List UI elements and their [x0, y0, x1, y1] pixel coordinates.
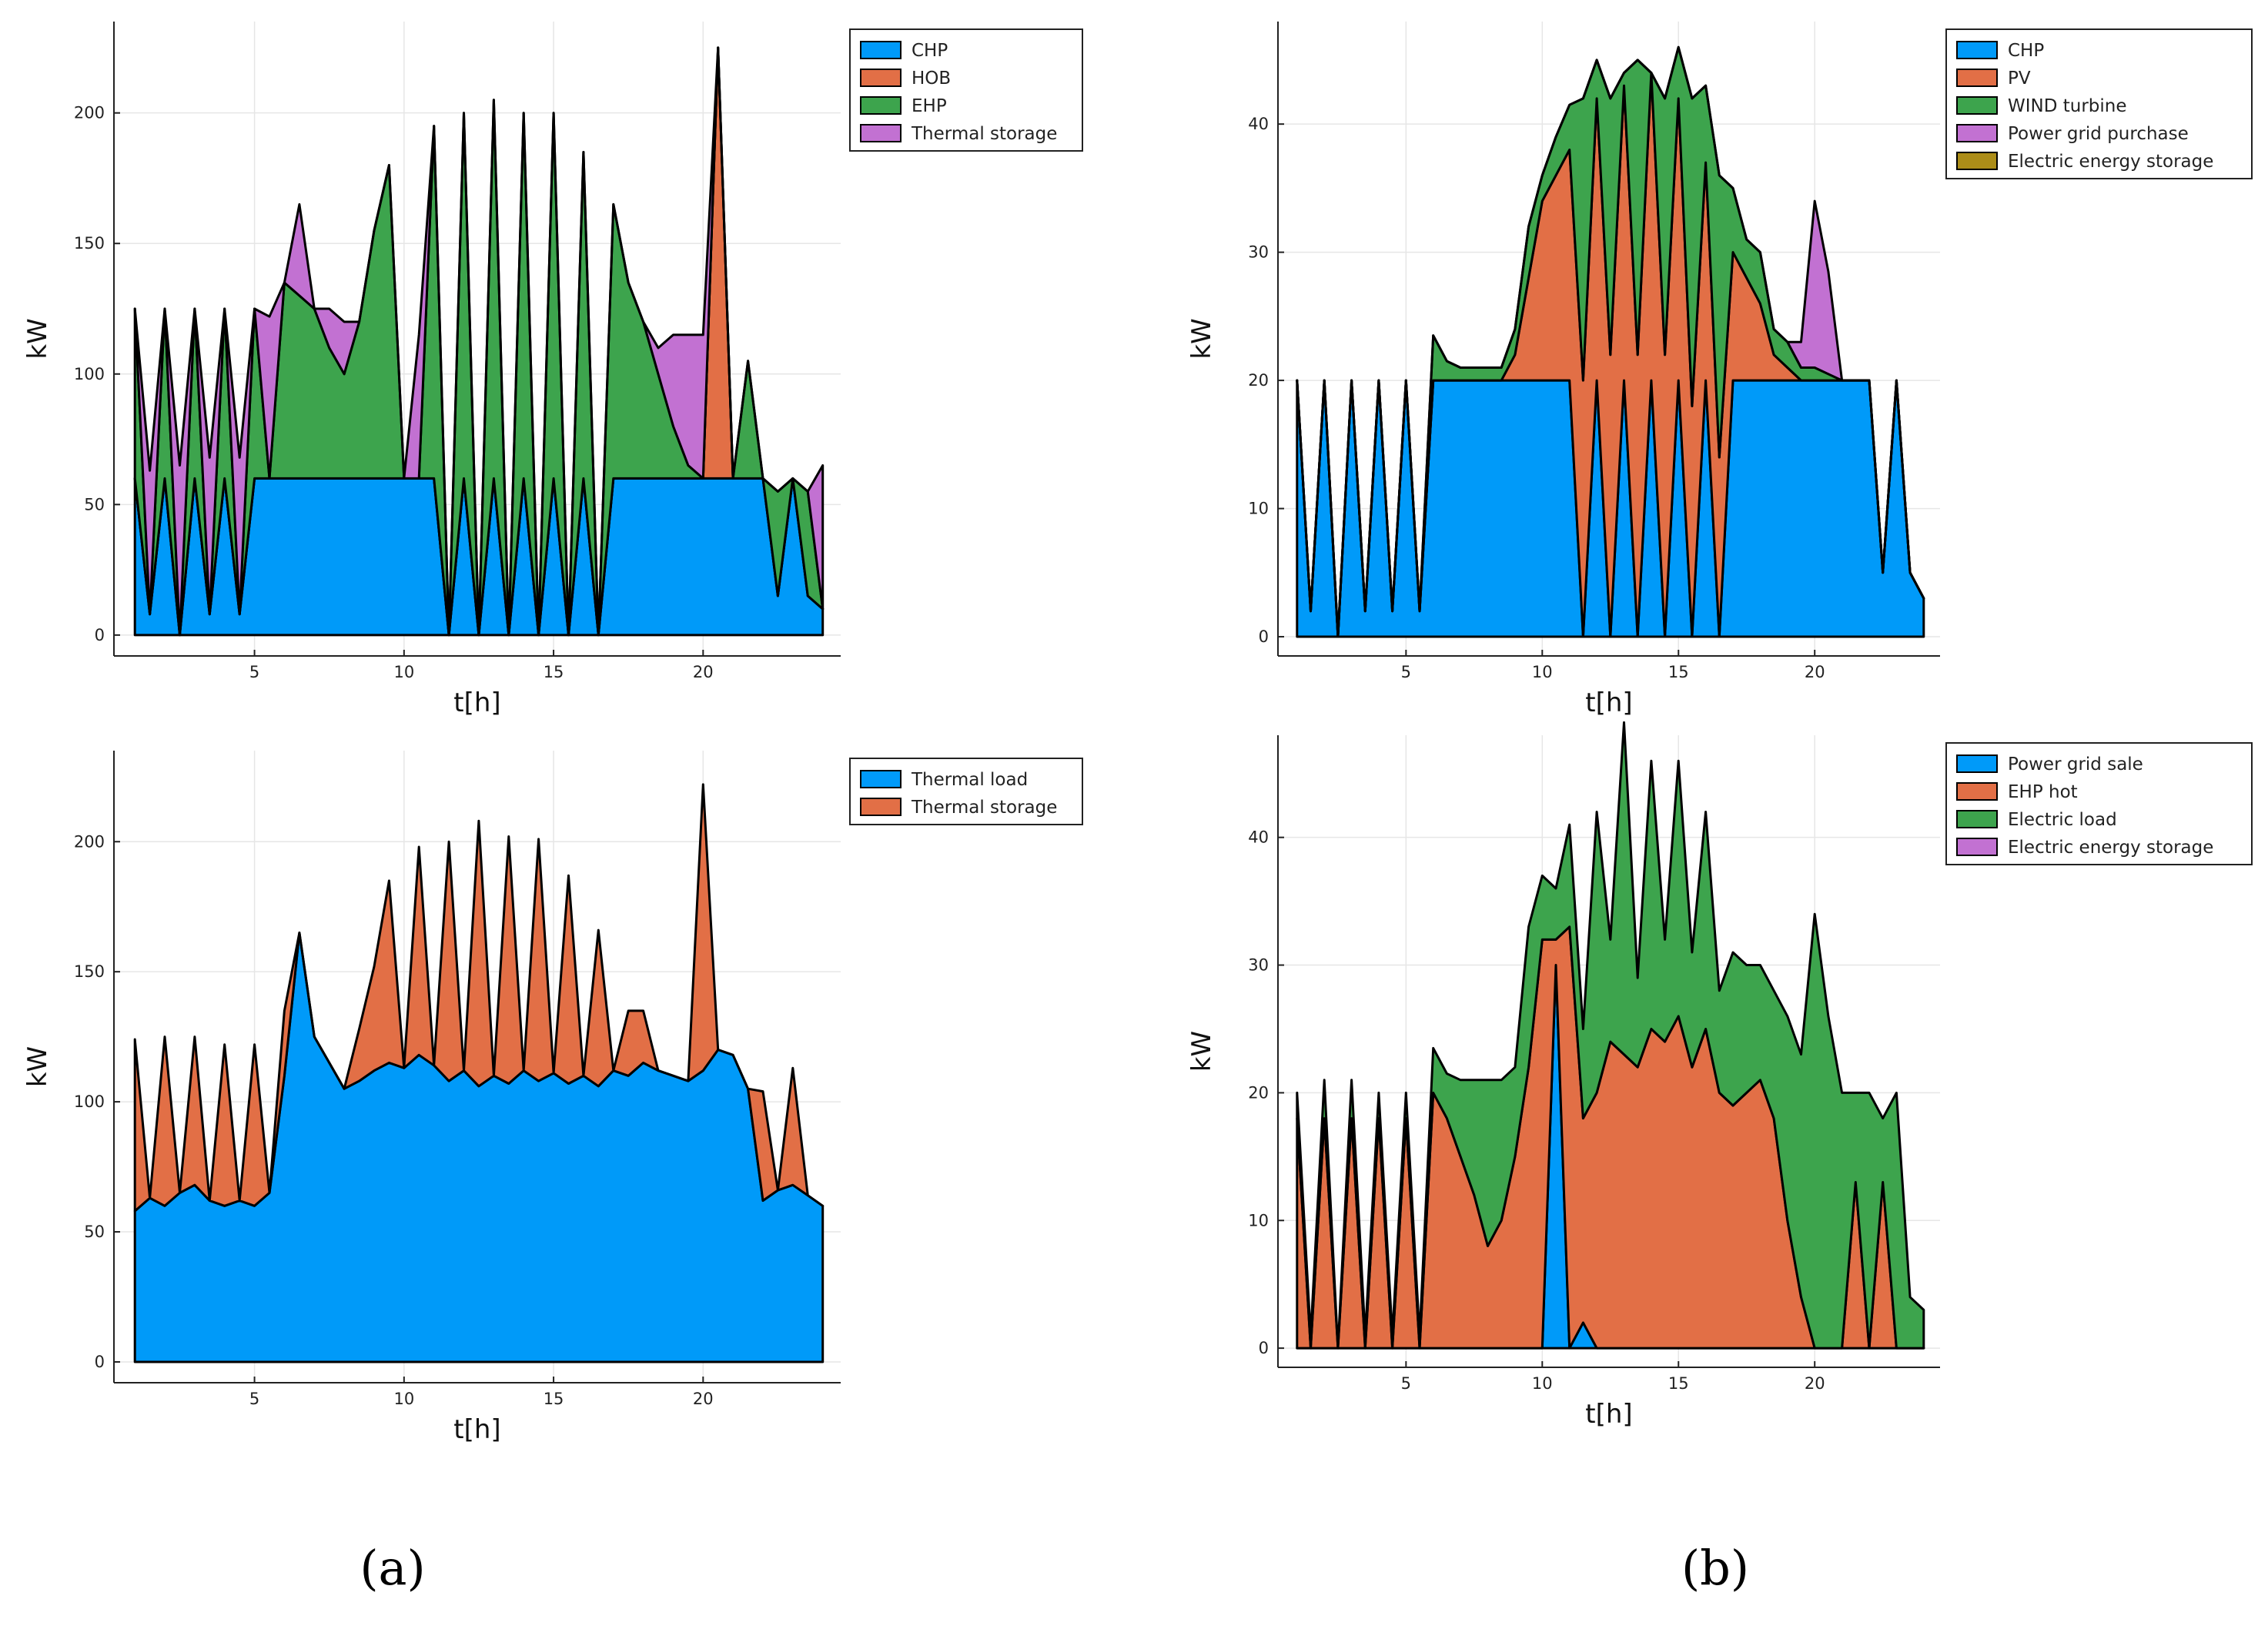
legend-swatch [1956, 838, 1998, 856]
x-tick-label: 10 [1532, 663, 1553, 681]
y-tick-label: 0 [1259, 627, 1269, 646]
y-tick-label: 100 [74, 1092, 105, 1111]
y-tick-label: 200 [74, 104, 105, 122]
y-axis-title: kW [22, 318, 53, 359]
legend-label: WIND turbine [2008, 96, 2127, 116]
y-tick-label: 150 [74, 962, 105, 981]
y-tick-label: 10 [1248, 500, 1269, 518]
legend-label: EHP hot [2008, 782, 2078, 802]
legend-label: Power grid sale [2008, 754, 2143, 775]
legend-label: Thermal storage [911, 124, 1057, 144]
x-tick-label: 20 [1805, 663, 1825, 681]
x-tick-label: 20 [1805, 1374, 1825, 1393]
legend-label: CHP [912, 41, 948, 61]
x-tick-label: 5 [1401, 1374, 1411, 1393]
y-tick-label: 0 [95, 626, 105, 644]
y-tick-label: 50 [84, 1223, 105, 1241]
x-tick-label: 10 [1532, 1374, 1553, 1393]
legend-swatch [860, 798, 902, 816]
legend-label: HOB [912, 69, 951, 89]
y-tick-label: 30 [1248, 956, 1269, 975]
y-tick-label: 0 [1259, 1339, 1269, 1357]
caption-a: (a) [360, 1540, 425, 1596]
area-thermal-storage [133, 46, 825, 637]
x-tick-label: 20 [693, 1390, 714, 1408]
y-tick-label: 0 [95, 1353, 105, 1371]
y-axis-title: kW [22, 1046, 53, 1087]
y-tick-label: 40 [1248, 828, 1269, 847]
x-tick-label: 5 [249, 663, 259, 681]
x-tick-label: 5 [1401, 663, 1411, 681]
caption-b: (b) [1681, 1540, 1749, 1596]
x-tick-label: 5 [249, 1390, 259, 1408]
legend-swatch [1956, 124, 1998, 142]
y-tick-label: 40 [1248, 115, 1269, 133]
legend-swatch [860, 96, 902, 115]
x-tick-label: 15 [1668, 663, 1689, 681]
area-thermal-storage [133, 783, 825, 1213]
legend-label: CHP [2008, 41, 2044, 61]
x-tick-label: 15 [1668, 1374, 1689, 1393]
y-tick-label: 30 [1248, 243, 1269, 262]
legend-swatch [1956, 69, 1998, 87]
x-tick-label: 10 [393, 663, 414, 681]
legend-swatch [1956, 810, 1998, 828]
x-tick-label: 10 [393, 1390, 414, 1408]
legend-swatch [860, 41, 902, 59]
legend-label: Thermal load [911, 770, 1028, 790]
area-power-grid-purchase [1296, 45, 1925, 638]
y-axis-title: kW [1186, 318, 1217, 359]
y-tick-label: 20 [1248, 371, 1269, 390]
legend-swatch [1956, 152, 1998, 170]
panel-b-top: 5 10 15 20 0 10 20 30 40 t[h] kW CHP PV WIND turbine P… [1186, 22, 2253, 718]
x-axis-title: t[h] [1585, 1399, 1632, 1430]
legend-label: Power grid purchase [2008, 124, 2189, 144]
x-tick-label: 15 [544, 663, 564, 681]
legend-label: Electric energy storage [2008, 152, 2213, 172]
legend-label: Electric load [2008, 810, 2117, 830]
y-tick-label: 200 [74, 832, 105, 851]
panel-b-bottom: 5 10 15 20 0 10 20 30 40 t[h] kW Power grid sale EHP… [1186, 721, 2253, 1430]
x-axis-title: t[h] [453, 688, 500, 718]
y-tick-label: 100 [74, 365, 105, 383]
legend-swatch [860, 770, 902, 788]
area-electric-load [1296, 721, 1925, 1350]
legend-swatch [1956, 754, 1998, 773]
panel-a-top: 5 10 15 20050100150200t[h]kWCHPHOBEHPTherma… [22, 22, 1083, 718]
legend-label: EHP [912, 96, 947, 116]
y-tick-label: 20 [1248, 1083, 1269, 1102]
y-tick-label: 50 [84, 495, 105, 514]
legend-label: Thermal storage [911, 798, 1057, 818]
legend-swatch [860, 69, 902, 87]
legend-label: PV [2008, 69, 2031, 89]
y-tick-label: 150 [74, 234, 105, 253]
x-tick-label: 15 [544, 1390, 564, 1408]
legend-swatch [1956, 782, 1998, 801]
legend-label: Electric energy storage [2008, 838, 2213, 858]
y-tick-label: 10 [1248, 1211, 1269, 1230]
legend-swatch [1956, 41, 1998, 59]
x-axis-title: t[h] [1585, 688, 1632, 718]
x-tick-label: 20 [693, 663, 714, 681]
legend-swatch [1956, 96, 1998, 115]
legend-swatch [860, 124, 902, 142]
x-axis-title: t[h] [453, 1414, 500, 1445]
y-axis-title: kW [1186, 1031, 1217, 1072]
